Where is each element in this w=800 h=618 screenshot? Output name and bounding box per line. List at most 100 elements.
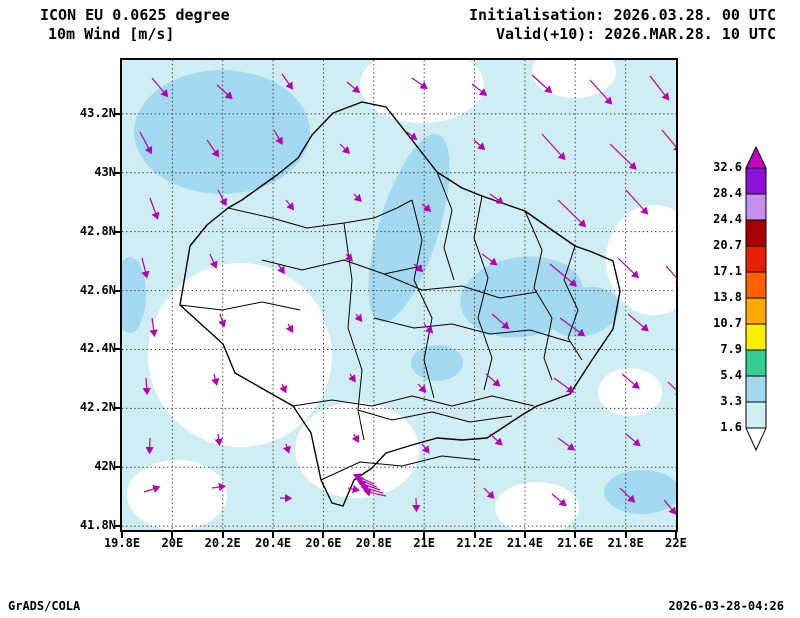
lon-tick-mark <box>423 532 426 538</box>
wind-vector <box>339 143 351 155</box>
wind-vector <box>285 323 294 334</box>
municipality-border <box>373 317 571 343</box>
lat-tick-label: 41.8N <box>79 518 116 533</box>
wind-vector <box>485 373 501 387</box>
municipality-border <box>436 171 455 281</box>
lon-tick-mark <box>473 532 476 538</box>
wind-vector <box>348 373 356 383</box>
wind-vector <box>139 131 153 155</box>
municipality-border <box>563 245 583 361</box>
wind-vector <box>351 433 360 444</box>
admin-boundaries <box>179 101 621 507</box>
colorbar-value: 32.6 <box>713 160 742 174</box>
colorbar-box <box>745 297 767 325</box>
wind-vector <box>649 75 670 101</box>
wind-vector <box>481 253 498 266</box>
municipality-border <box>383 273 538 299</box>
municipality-border <box>357 409 513 423</box>
lat-tick-label: 42.8N <box>79 223 116 238</box>
wind-vector <box>353 193 362 203</box>
lat-tick-mark <box>114 112 120 115</box>
wind-vector <box>473 139 486 151</box>
municipality-border <box>411 199 435 399</box>
lat-tick-mark <box>114 289 120 292</box>
wind-vector <box>609 143 637 170</box>
colorbar-value: 10.7 <box>713 316 742 330</box>
lon-tick-label: 20.8E <box>355 536 392 550</box>
lon-tick-label: 21.6E <box>557 536 594 550</box>
wind-vector <box>149 317 158 338</box>
wind-vector <box>541 133 566 161</box>
lon-tick-mark <box>171 532 174 538</box>
wind-vector <box>625 433 641 447</box>
map-plot-area <box>120 58 678 532</box>
colorbar-box <box>745 219 767 247</box>
municipality-border <box>524 210 553 381</box>
colorbar-box <box>745 245 767 273</box>
lat-tick-label: 42.2N <box>79 400 116 415</box>
wind-vector <box>491 313 510 330</box>
wind-vector <box>531 74 553 94</box>
wind-vector <box>417 383 427 393</box>
field-title: 10m Wind [m/s] <box>48 25 175 43</box>
colorbar-box <box>745 167 767 195</box>
wind-vector <box>665 265 676 285</box>
wind-vector <box>667 381 676 397</box>
municipality-border <box>343 222 365 441</box>
lat-tick-mark <box>114 348 120 351</box>
wind-vector <box>285 199 295 211</box>
lon-tick-mark <box>221 532 224 538</box>
municipality-border <box>320 455 481 481</box>
colorbar-value: 17.1 <box>713 264 742 278</box>
wind-vector <box>352 473 375 485</box>
lon-tick-label: 21.4E <box>506 536 543 550</box>
lon-tick-label: 20E <box>161 536 184 550</box>
municipality-border <box>179 301 301 311</box>
wind-vector <box>145 437 154 455</box>
graticule <box>122 60 676 530</box>
wind-vector <box>209 253 218 269</box>
shade-blob <box>532 60 616 98</box>
wind-vector <box>358 480 381 491</box>
lon-tick-mark <box>322 532 325 538</box>
wind-vector <box>589 79 613 105</box>
lon-tick-label: 21.2E <box>456 536 493 550</box>
colorbar-value: 20.7 <box>713 238 742 252</box>
wind-vector <box>411 77 428 90</box>
wind-vector <box>206 139 220 158</box>
wind-vector <box>471 83 488 96</box>
lat-tick-mark <box>114 466 120 469</box>
lon-tick-label: 20.2E <box>204 536 241 550</box>
shade-blob <box>368 133 450 323</box>
colorbar-box <box>745 323 767 351</box>
lat-tick-mark <box>114 407 120 410</box>
colorbar-value: 13.8 <box>713 290 742 304</box>
colorbar-value: 7.9 <box>720 342 742 356</box>
wind-vector <box>663 499 676 515</box>
wind-vector <box>406 131 418 141</box>
wind-vector <box>218 313 227 328</box>
shade-blob <box>127 460 227 530</box>
colorbar-box <box>745 401 767 429</box>
lon-tick-mark <box>121 532 123 538</box>
municipality-border <box>261 259 423 275</box>
lon-tick-label: 19.8E <box>103 536 141 550</box>
colorbar-box <box>745 375 767 403</box>
lon-tick-label: 22E <box>665 536 687 550</box>
wind-vector <box>149 197 160 220</box>
wind-vector <box>489 433 503 446</box>
colorbar-box <box>745 349 767 377</box>
wind-vector <box>277 263 285 275</box>
wind-vector <box>421 203 432 212</box>
wind-vector <box>151 77 169 98</box>
shade-blob <box>122 257 146 333</box>
wind-vector <box>344 253 353 262</box>
wind-vector <box>217 189 227 207</box>
shade-blob <box>604 470 676 514</box>
colorbar-value: 24.4 <box>713 212 742 226</box>
lon-tick-label: 21.8E <box>607 536 644 550</box>
colorbar-value: 1.6 <box>720 420 742 434</box>
country-border <box>179 101 621 507</box>
lat-tick-label: 43.2N <box>79 105 116 120</box>
